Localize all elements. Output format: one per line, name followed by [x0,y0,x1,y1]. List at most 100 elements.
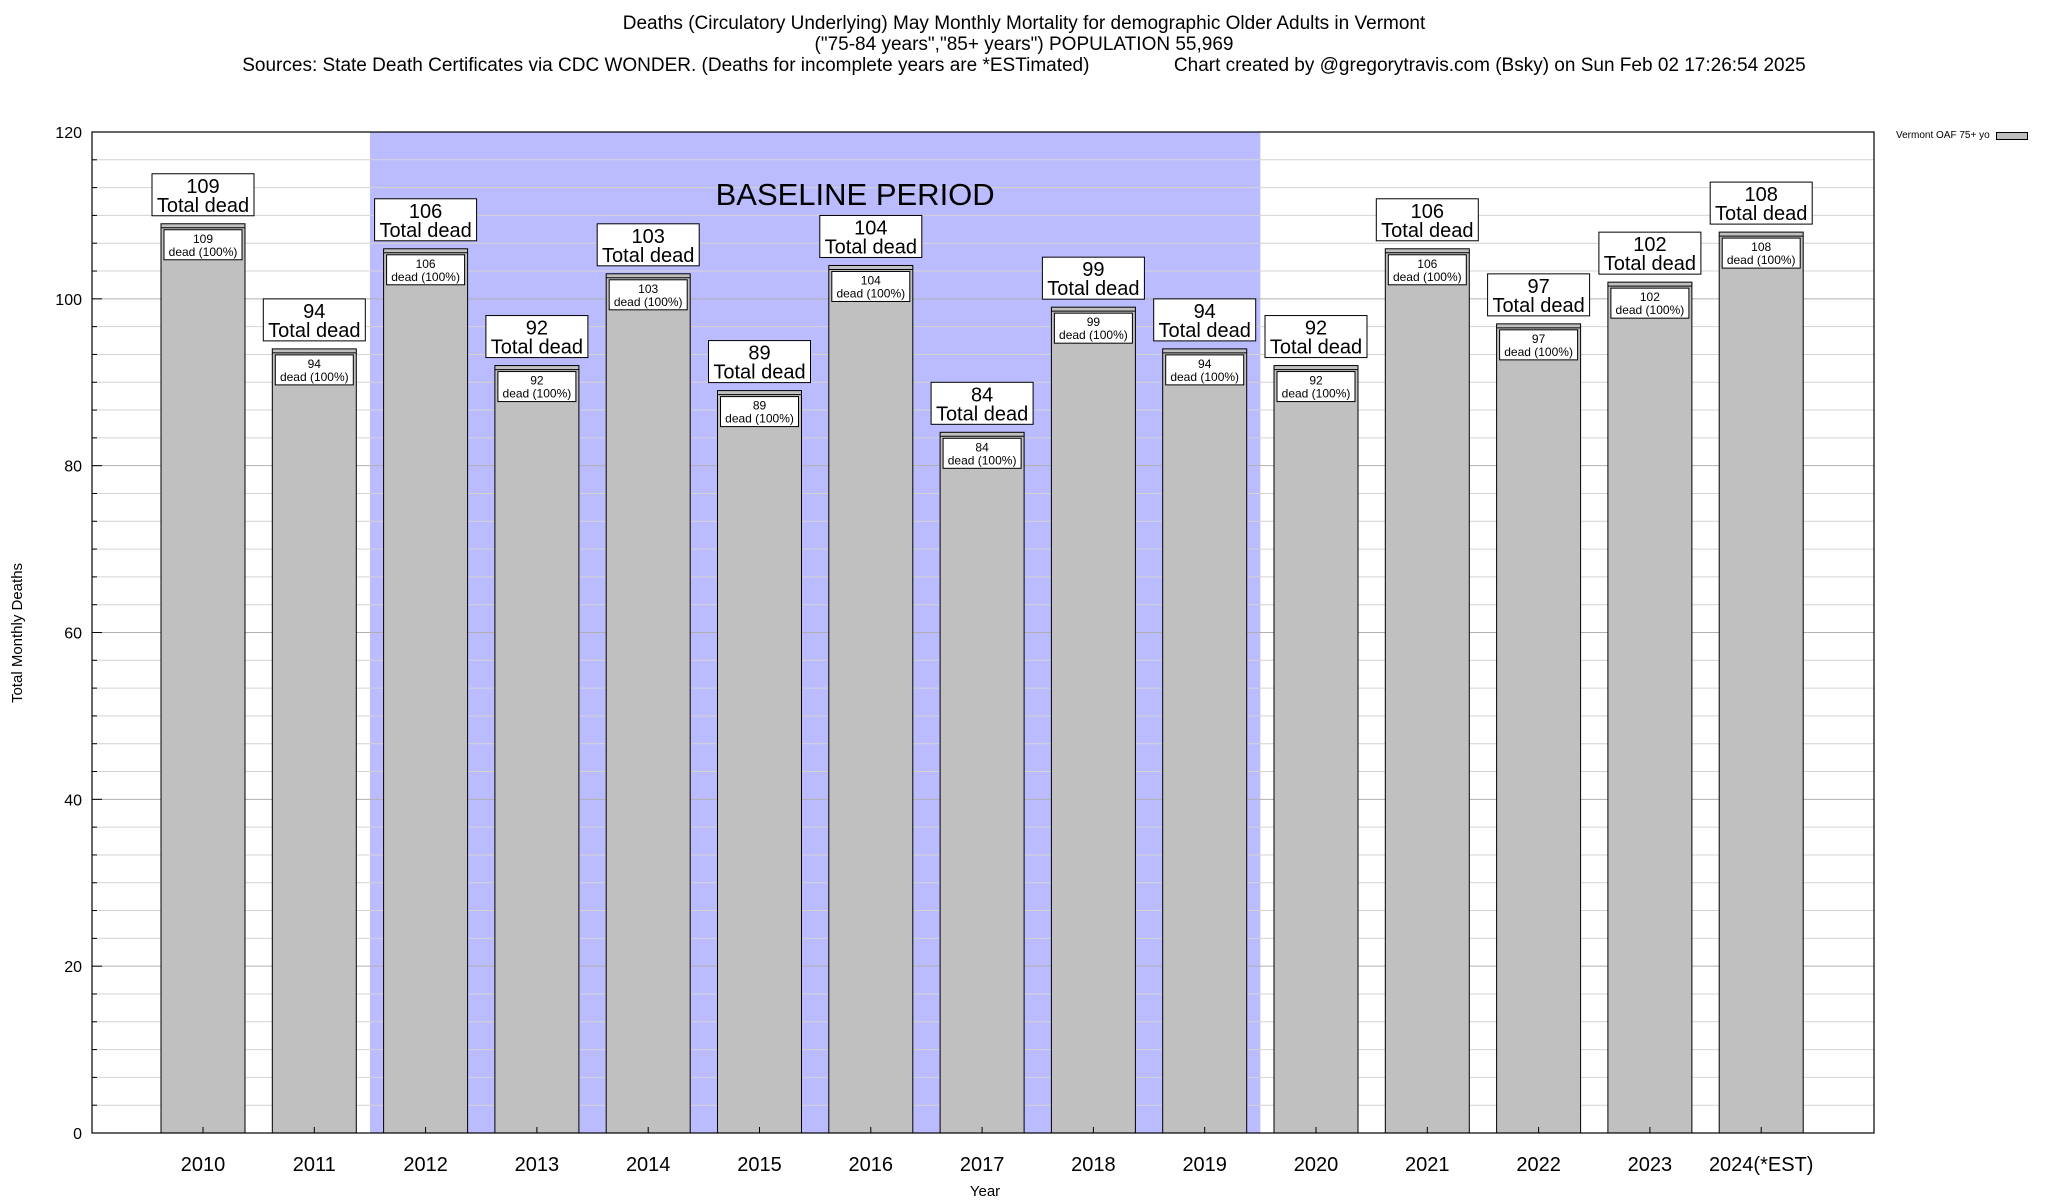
bar [383,248,469,1134]
bar [1050,306,1136,1134]
bar-inner-value-label: 106 [416,257,436,271]
bar [828,264,914,1134]
x-tick-label: 2016 [849,1154,894,1176]
bar-inner-percent-label: dead (100%) [1393,270,1462,284]
bar-top-value-label: 106 [1411,201,1444,223]
bar-inner-label-box [1610,287,1690,319]
baseline-period-label: BASELINE PERIOD [716,177,995,212]
x-tick-label: 2012 [403,1154,448,1176]
bar-inner-percent-label: dead (100%) [280,370,349,384]
bar [605,273,691,1134]
bar-top-label-box [151,173,255,217]
bar [1607,281,1693,1134]
chart-subtitle: ("75-84 years","85+ years") POPULATION 5… [814,34,1234,55]
bar-inner-label-box [1387,254,1467,286]
y-tick-label: 20 [64,959,82,976]
bar-top-label-box [485,315,589,359]
bar [717,390,802,1134]
bar-inner-label-box [608,279,688,311]
bar-inner-value-label: 97 [1532,332,1546,346]
bar-top-total-label: Total dead [1047,278,1139,300]
bar [160,223,246,1134]
y-tick-label: 60 [64,626,82,643]
y-tick-label: 100 [55,292,82,309]
bar-top-total-label: Total dead [602,245,694,267]
bar-inner-label-box [1053,312,1133,344]
bar-inner-value-label: 108 [1751,240,1771,254]
x-tick-label: 2021 [1405,1154,1450,1176]
bar [1718,231,1804,1134]
bar-top-total-label: Total dead [713,362,805,384]
bar-inner-label-box [274,354,354,386]
bar-inner-value-label: 89 [753,399,767,413]
bar-top-label-box [1153,298,1257,342]
bar-inner-label-box [720,396,799,428]
bar-inner-value-label: 103 [638,282,658,296]
bar-top-total-label: Total dead [1604,253,1696,275]
bar-inner-value-label: 84 [975,440,989,454]
bar-top-value-label: 106 [409,201,442,223]
bar [494,365,580,1134]
bar-top-value-label: 94 [1194,301,1216,323]
bar-inner-percent-label: dead (100%) [1616,303,1685,317]
x-tick-label: 2015 [737,1154,782,1176]
y-tick-label: 80 [64,459,82,476]
bar-inner-value-label: 94 [308,357,322,371]
bar-top-total-label: Total dead [936,403,1028,425]
bar-inner-percent-label: dead (100%) [614,295,683,309]
bar-inner-label-box [942,437,1022,469]
x-tick-label: 2024(*EST) [1709,1154,1814,1176]
y-tick-label: 120 [55,125,82,142]
x-tick-label: 2023 [1628,1154,1673,1176]
x-axis-title: Year [970,1183,1000,1200]
bar-inner-value-label: 104 [861,273,881,287]
bar-top-label-box [1264,315,1368,359]
bar-top-value-label: 102 [1633,234,1666,256]
bar-top-label-box [708,340,811,384]
legend-swatch [1995,131,2028,140]
bar-inner-value-label: 109 [193,232,213,246]
bar-inner-percent-label: dead (100%) [1727,253,1796,267]
bar [1496,323,1582,1134]
bar [1273,365,1359,1134]
bar [271,348,357,1134]
bar-inner-label-box [1721,237,1801,269]
bar-inner-percent-label: dead (100%) [1170,370,1239,384]
bar-inner-percent-label: dead (100%) [948,453,1017,467]
bar-inner-label-box [163,229,243,261]
x-tick-label: 2019 [1182,1154,1227,1176]
x-tick-label: 2022 [1516,1154,1561,1176]
bar-top-label-box [1041,256,1145,300]
bar-top-label-box [1709,181,1813,225]
bar-inner-label-box [1165,354,1245,386]
bar-top-label-box [262,298,366,342]
bar-top-label-box [930,381,1034,425]
x-tick-label: 2020 [1294,1154,1339,1176]
bar-inner-percent-label: dead (100%) [836,286,905,300]
bar-top-label-box [1598,231,1702,275]
bar-top-value-label: 103 [632,226,665,248]
bar-top-value-label: 104 [854,217,887,239]
bar-top-label-box [596,223,700,267]
bar-inner-label-box [831,270,911,302]
bar-top-total-label: Total dead [1715,203,1807,225]
bar-top-label-box [374,198,478,242]
bar-inner-percent-label: dead (100%) [1059,328,1128,342]
bar-top-total-label: Total dead [157,195,249,217]
bar-inner-percent-label: dead (100%) [503,387,572,401]
x-tick-label: 2011 [293,1154,336,1176]
chart-source-line: Sources: State Death Certificates via CD… [242,55,1806,76]
bar-inner-label-box [386,254,466,286]
bar-inner-label-box [1499,329,1579,361]
bar-top-label-box [1487,273,1591,317]
bar-inner-value-label: 92 [1309,374,1323,388]
bar [1384,248,1470,1134]
bar [939,431,1025,1134]
x-tick-label: 2013 [515,1154,560,1176]
bar-top-value-label: 84 [971,384,993,406]
bar-inner-percent-label: dead (100%) [169,245,238,259]
bar-top-total-label: Total dead [1270,337,1362,359]
bar-top-total-label: Total dead [1492,295,1584,317]
legend-label: Vermont OAF 75+ yo [1896,130,1990,141]
